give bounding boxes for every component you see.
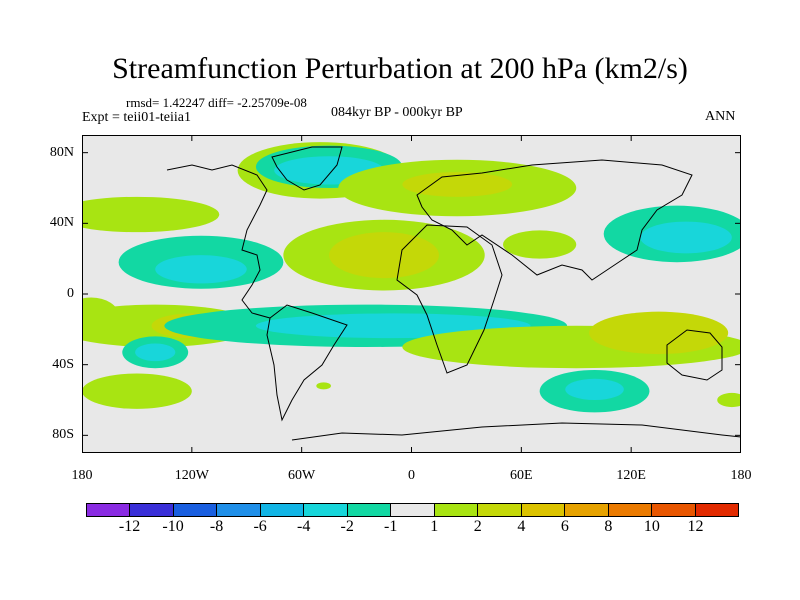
lat-label-4: 80S	[52, 427, 74, 443]
colorbar-swatch-3	[217, 504, 261, 516]
coastline-eurasia	[416, 159, 693, 281]
colorbar-label-1: -10	[162, 518, 184, 535]
lat-label-1: 40N	[49, 215, 74, 231]
experiment-label: Expt = teii01-teiia1	[82, 110, 191, 125]
colorbar-swatch-4	[260, 504, 305, 516]
colorbar-label-5: -2	[340, 518, 354, 535]
anomaly-region-5	[402, 172, 513, 197]
coastline-greenland	[271, 146, 343, 191]
colorbar-swatch-5	[304, 504, 348, 516]
anomaly-region-22	[135, 343, 176, 362]
lon-label-1: 120W	[174, 468, 209, 483]
plot-title: Streamfunction Perturbation at 200 hPa (…	[112, 52, 688, 85]
colorbar-swatch-7	[391, 504, 435, 516]
colorbar	[86, 503, 739, 517]
colorbar-label-2: -8	[209, 518, 224, 535]
colorbar-label-0: -12	[118, 518, 141, 535]
lat-label-3: 40S	[52, 356, 74, 372]
lon-label-2: 60W	[288, 468, 316, 483]
anomaly-region-9	[155, 255, 247, 284]
colorbar-label-11: 8	[604, 518, 613, 535]
colorbar-swatch-2	[173, 504, 218, 516]
colorbar-swatch-1	[130, 504, 174, 516]
coastline-africa	[396, 224, 503, 374]
colorbar-swatch-13	[652, 504, 696, 516]
coastline-australia	[666, 329, 723, 381]
colorbar-label-10: 6	[560, 518, 569, 535]
colorbar-swatch-11	[565, 504, 609, 516]
coastline-north-america	[166, 164, 271, 319]
colorbar-label-9: 4	[517, 518, 526, 535]
colorbar-swatch-12	[608, 504, 653, 516]
colorbar-swatch-0	[87, 504, 131, 516]
lat-label-2: 0	[67, 286, 74, 301]
lat-label-0: 80N	[49, 144, 74, 160]
anomaly-region-16	[82, 297, 119, 333]
latitude-tick-marks	[82, 152, 741, 436]
colorbar-swatch-14	[695, 504, 739, 516]
anomaly-region-12	[503, 230, 577, 259]
anomaly-region-20	[589, 311, 729, 355]
colorbar-label-3: -6	[253, 518, 267, 535]
season-label: ANN	[705, 109, 736, 124]
colorbar-label-4: -4	[296, 518, 311, 535]
anomaly-region-3	[82, 196, 220, 233]
streamfunction-map	[82, 135, 741, 453]
colorbar-label-12: 10	[643, 518, 660, 535]
colorbar-label-8: 2	[473, 518, 482, 535]
anomaly-region-25	[565, 378, 624, 400]
colorbar-label-7: 1	[430, 518, 439, 535]
period-label: 084kyr BP - 000kyr BP	[331, 105, 463, 120]
colorbar-swatch-9	[478, 504, 522, 516]
coastlines	[166, 146, 741, 441]
anomaly-region-27	[316, 382, 331, 390]
colorbar-label-13: 12	[687, 518, 704, 535]
colorbar-swatch-10	[521, 504, 566, 516]
stats-text: rmsd= 1.42247 diff= -2.25709e-08	[126, 95, 307, 110]
anomaly-region-26	[717, 392, 741, 408]
lon-label-6: 180	[730, 468, 752, 483]
colorbar-label-6: -1	[384, 518, 398, 535]
anomaly-region-23	[82, 373, 192, 409]
lon-label-4: 60E	[510, 468, 533, 483]
coastline-antarctica	[291, 422, 741, 441]
longitude-tick-marks	[82, 135, 741, 453]
lon-label-0: 180	[71, 468, 93, 483]
lon-label-3: 0	[408, 468, 415, 483]
colorbar-swatch-8	[434, 504, 479, 516]
anomaly-region-7	[329, 232, 439, 279]
lon-label-5: 120E	[616, 468, 646, 483]
colorbar-swatch-6	[347, 504, 392, 516]
anomaly-region-11	[640, 221, 732, 254]
coastline-south-america	[266, 304, 348, 422]
anomaly-contours	[82, 142, 741, 413]
